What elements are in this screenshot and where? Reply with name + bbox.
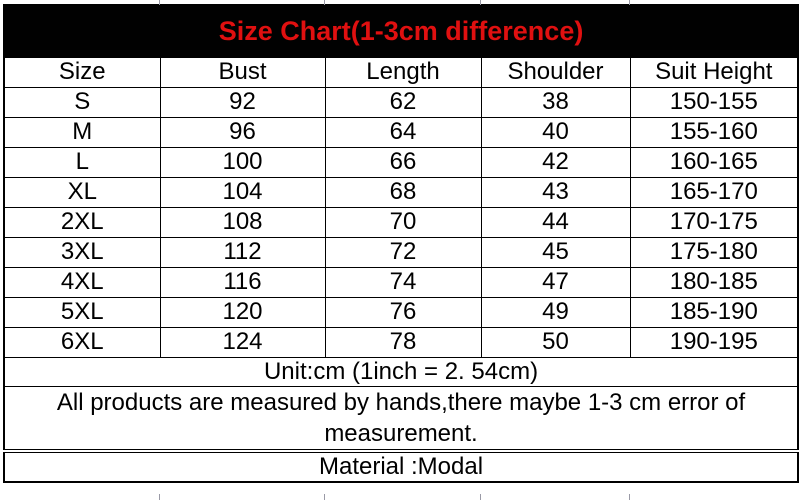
suit-height-cell: 175-180 <box>629 236 799 268</box>
size-cell: 4XL <box>3 266 161 298</box>
bust-cell: 112 <box>159 236 326 268</box>
length-cell: 70 <box>324 206 482 238</box>
table-row-5xl: 5XL 120 76 49 185-190 <box>3 296 799 328</box>
size-cell: S <box>3 86 161 118</box>
table-row-s: S 92 62 38 150-155 <box>3 86 799 118</box>
table-row-3xl: 3XL 112 72 45 175-180 <box>3 236 799 268</box>
bust-cell: 124 <box>159 326 326 358</box>
shoulder-cell: 47 <box>480 266 631 298</box>
bust-cell: 96 <box>159 116 326 148</box>
size-cell: 2XL <box>3 206 161 238</box>
bust-cell: 120 <box>159 296 326 328</box>
size-chart-table: Size Chart(1-3cm difference) Size Bust L… <box>3 4 800 483</box>
unit-note-row: Unit:cm (1inch = 2. 54cm) <box>3 356 799 387</box>
column-header-shoulder: Shoulder <box>480 56 631 88</box>
length-cell: 66 <box>324 146 482 178</box>
suit-height-cell: 170-175 <box>629 206 799 238</box>
length-cell: 76 <box>324 296 482 328</box>
length-cell: 64 <box>324 116 482 148</box>
suit-height-cell: 150-155 <box>629 86 799 118</box>
size-cell: 3XL <box>3 236 161 268</box>
column-divider-tick <box>629 494 630 500</box>
table-row-2xl: 2XL 108 70 44 170-175 <box>3 206 799 238</box>
size-cell: 6XL <box>3 326 161 358</box>
material-note-row: Material :Modal <box>3 448 799 482</box>
length-cell: 62 <box>324 86 482 118</box>
table-row-xl: XL 104 68 43 165-170 <box>3 176 799 208</box>
length-cell: 74 <box>324 266 482 298</box>
suit-height-cell: 185-190 <box>629 296 799 328</box>
unit-note: Unit:cm (1inch = 2. 54cm) <box>3 356 799 387</box>
length-cell: 68 <box>324 176 482 208</box>
table-row-m: M 96 64 40 155-160 <box>3 116 799 148</box>
column-header-size: Size <box>3 56 161 88</box>
bust-cell: 100 <box>159 146 326 178</box>
shoulder-cell: 45 <box>480 236 631 268</box>
suit-height-cell: 160-165 <box>629 146 799 178</box>
column-divider-tick <box>324 494 325 500</box>
chart-title: Size Chart(1-3cm difference) <box>3 4 799 58</box>
column-header-bust: Bust <box>159 56 326 88</box>
column-divider-tick <box>480 0 481 5</box>
length-cell: 78 <box>324 326 482 358</box>
measurement-note-line-1: All products are measured by hands,there… <box>56 388 746 416</box>
column-divider-tick <box>629 0 630 5</box>
size-cell: 5XL <box>3 296 161 328</box>
bust-cell: 116 <box>159 266 326 298</box>
shoulder-cell: 43 <box>480 176 631 208</box>
size-cell: XL <box>3 176 161 208</box>
column-header-suit-height: Suit Height <box>629 56 799 88</box>
shoulder-cell: 42 <box>480 146 631 178</box>
table-row-4xl: 4XL 116 74 47 180-185 <box>3 266 799 298</box>
shoulder-cell: 38 <box>480 86 631 118</box>
shoulder-cell: 49 <box>480 296 631 328</box>
length-cell: 72 <box>324 236 482 268</box>
measurement-note: All products are measured by hands,there… <box>3 385 799 451</box>
shoulder-cell: 44 <box>480 206 631 238</box>
suit-height-cell: 190-195 <box>629 326 799 358</box>
suit-height-cell: 155-160 <box>629 116 799 148</box>
bust-cell: 104 <box>159 176 326 208</box>
suit-height-cell: 165-170 <box>629 176 799 208</box>
column-divider-tick <box>480 494 481 500</box>
material-note: Material :Modal <box>3 448 799 482</box>
column-header-row: Size Bust Length Shoulder Suit Height <box>3 56 799 88</box>
measurement-note-row: All products are measured by hands,there… <box>3 385 799 451</box>
size-cell: M <box>3 116 161 148</box>
title-row: Size Chart(1-3cm difference) <box>3 4 799 58</box>
measurement-note-line-2: measurement. <box>324 419 478 447</box>
suit-height-cell: 180-185 <box>629 266 799 298</box>
bust-cell: 108 <box>159 206 326 238</box>
shoulder-cell: 50 <box>480 326 631 358</box>
bust-cell: 92 <box>159 86 326 118</box>
column-divider-tick <box>159 494 160 500</box>
table-row-l: L 100 66 42 160-165 <box>3 146 799 178</box>
column-header-length: Length <box>324 56 482 88</box>
table-row-6xl: 6XL 124 78 50 190-195 <box>3 326 799 358</box>
column-divider-tick <box>159 0 160 5</box>
shoulder-cell: 40 <box>480 116 631 148</box>
size-cell: L <box>3 146 161 178</box>
column-divider-tick <box>324 0 325 5</box>
